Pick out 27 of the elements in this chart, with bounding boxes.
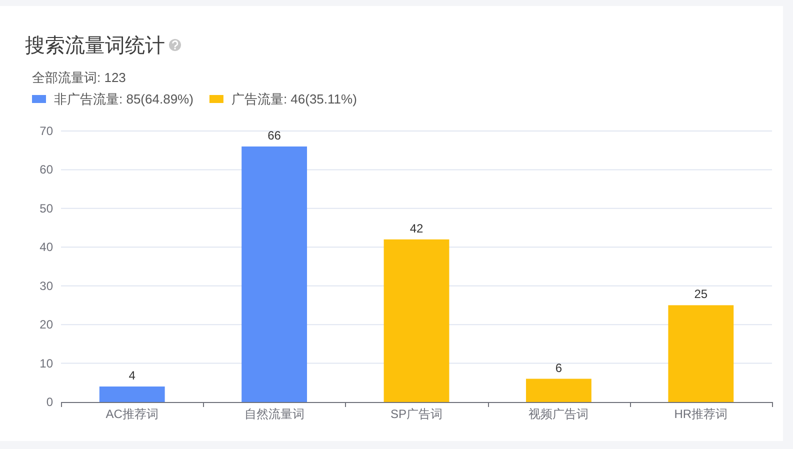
y-tick-label: 70	[40, 124, 54, 138]
bar	[384, 239, 450, 402]
data-label: 6	[555, 360, 562, 375]
y-tick-label: 60	[40, 162, 54, 177]
y-tick-label: 20	[40, 318, 54, 332]
data-label: 4	[128, 368, 136, 383]
y-tick-label: 30	[40, 278, 54, 293]
legend-label: 非广告流量: 85(64.89%)	[54, 92, 194, 106]
bar	[526, 378, 592, 402]
legend-label: 广告流量: 46(35.11%)	[231, 92, 357, 106]
x-tick-label: AC推荐词	[106, 407, 158, 421]
data-label: 66	[268, 128, 282, 142]
chart-title: 搜索流量词统计	[25, 35, 165, 57]
chart-subtitle: 全部流量词: 123	[32, 70, 126, 85]
x-tick-label: HR推荐词	[674, 407, 728, 421]
data-label: 42	[410, 221, 424, 236]
bar	[242, 146, 308, 402]
x-tick-label: 视频广告词	[528, 407, 589, 421]
y-tick-label: 40	[40, 240, 54, 254]
y-tick-label: 10	[40, 356, 54, 370]
y-tick-label: 0	[46, 395, 54, 409]
x-tick-label: SP广告词	[390, 407, 443, 421]
data-label: 25	[694, 287, 708, 302]
y-tick-label: 50	[40, 201, 54, 216]
x-tick-label: 自然流量词	[244, 407, 304, 421]
bar	[99, 386, 165, 402]
bar	[668, 305, 734, 402]
